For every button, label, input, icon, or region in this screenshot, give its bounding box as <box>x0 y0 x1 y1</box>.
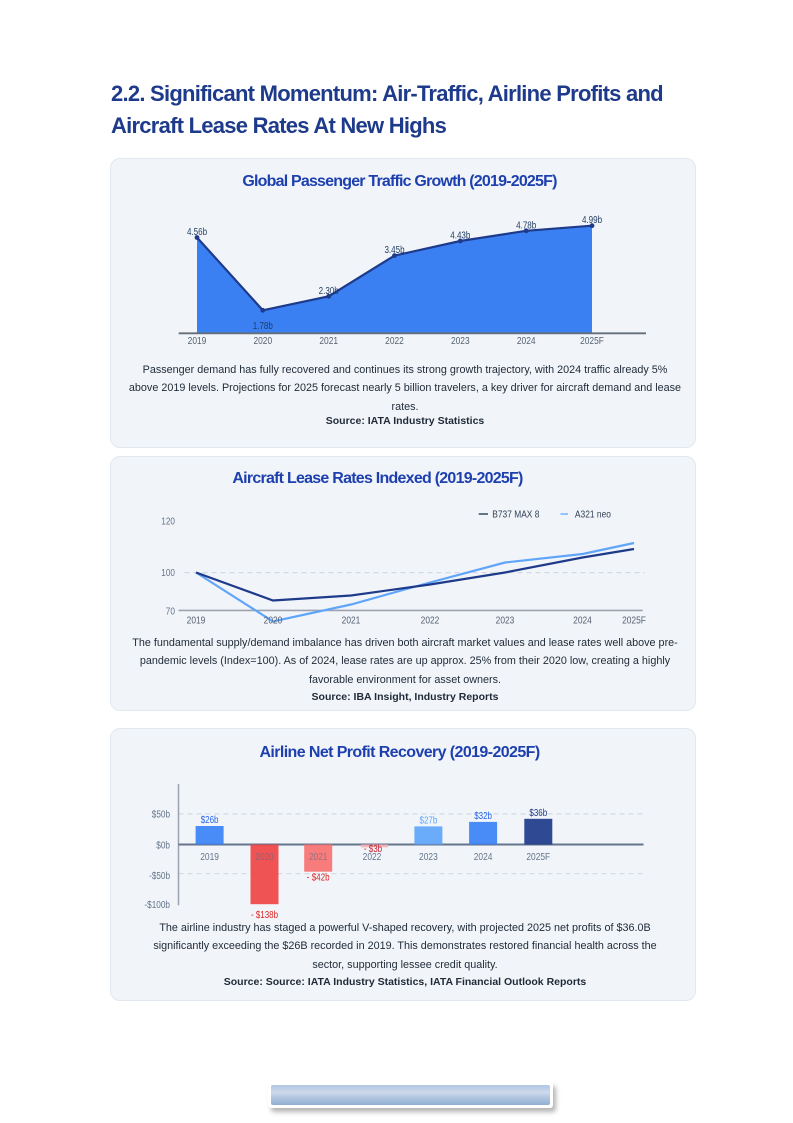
svg-text:3.45b: 3.45b <box>384 245 405 256</box>
svg-text:-$50b: -$50b <box>149 871 170 882</box>
svg-text:2.30b: 2.30b <box>319 286 340 297</box>
svg-text:2024: 2024 <box>474 852 493 863</box>
svg-text:2022: 2022 <box>421 615 440 626</box>
svg-text:2023: 2023 <box>496 615 515 626</box>
svg-text:4.43b: 4.43b <box>450 231 471 242</box>
svg-text:2022: 2022 <box>363 852 382 863</box>
svg-text:100: 100 <box>161 568 175 579</box>
svg-text:4.56b: 4.56b <box>187 227 208 238</box>
svg-text:70: 70 <box>166 607 176 618</box>
svg-text:$32b: $32b <box>474 811 492 822</box>
svg-text:$27b: $27b <box>420 815 438 826</box>
svg-text:2024: 2024 <box>517 336 536 347</box>
svg-text:2024: 2024 <box>573 615 592 626</box>
svg-text:-$100b: -$100b <box>144 900 170 911</box>
svg-text:2023: 2023 <box>451 336 470 347</box>
svg-text:2021: 2021 <box>309 852 327 863</box>
svg-text:2025F: 2025F <box>526 852 550 863</box>
svg-text:2025F: 2025F <box>580 336 604 347</box>
svg-text:- $138b: - $138b <box>251 910 279 921</box>
svg-text:$36b: $36b <box>529 808 547 819</box>
svg-text:120: 120 <box>161 517 175 528</box>
svg-text:2020: 2020 <box>264 615 283 626</box>
svg-text:2019: 2019 <box>200 852 219 863</box>
svg-text:2020: 2020 <box>255 852 273 863</box>
svg-text:- $3b: - $3b <box>364 844 383 855</box>
svg-text:2021: 2021 <box>342 615 361 626</box>
svg-text:2020: 2020 <box>253 336 272 347</box>
svg-text:$26b: $26b <box>201 815 219 826</box>
svg-text:2025F: 2025F <box>622 615 646 626</box>
svg-text:2019: 2019 <box>187 615 206 626</box>
svg-text:$50b: $50b <box>152 809 171 820</box>
svg-text:2019: 2019 <box>188 336 207 347</box>
svg-text:$0b: $0b <box>156 840 170 851</box>
svg-text:2021: 2021 <box>319 336 338 347</box>
svg-text:2022: 2022 <box>385 336 404 347</box>
svg-text:2023: 2023 <box>419 852 438 863</box>
svg-text:- $42b: - $42b <box>307 873 330 884</box>
svg-text:4.99b: 4.99b <box>582 215 603 226</box>
svg-text:4.78b: 4.78b <box>516 220 537 231</box>
svg-text:B737 MAX 8: B737 MAX 8 <box>492 510 539 521</box>
svg-text:A321 neo: A321 neo <box>575 510 611 521</box>
svg-text:1.78b: 1.78b <box>253 321 274 332</box>
